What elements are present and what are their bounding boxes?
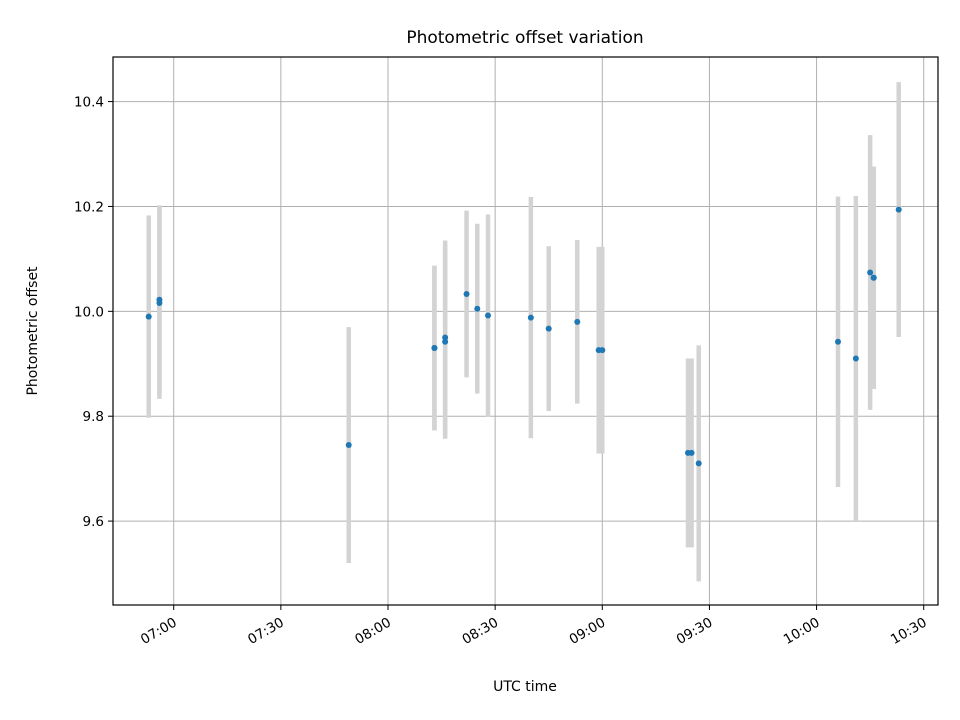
y-tick-label: 10.2 [74,199,104,215]
data-point [895,206,902,213]
y-tick-label: 10.4 [74,95,104,111]
data-point [474,305,481,312]
data-point [870,274,877,281]
data-point [835,338,841,345]
x-axis-label: UTC time [493,679,557,695]
data-point [345,442,352,449]
y-axis-label: Photometric offset [25,266,41,396]
data-point [442,338,449,345]
plot-frame [112,56,939,606]
data-points [145,206,902,467]
data-point [688,449,695,456]
data-point [574,318,581,325]
data-point [442,334,449,341]
data-point [867,269,874,276]
y-axis: 9.6 9.8 10.0 10.2 10.4 [74,95,113,530]
data-point [599,347,606,354]
data-point [485,312,491,319]
y-tick-label: 10.0 [74,304,104,320]
y-tick-label: 9.6 [83,514,104,530]
data-point [145,313,152,320]
data-point [695,460,702,467]
data-point [852,355,859,362]
data-point [463,291,470,298]
data-point [431,345,438,352]
data-point [545,325,552,332]
y-tick-label: 9.8 [83,409,104,425]
data-point [527,314,534,321]
chart-title: Photometric offset variation [406,28,643,48]
data-point [156,299,163,306]
